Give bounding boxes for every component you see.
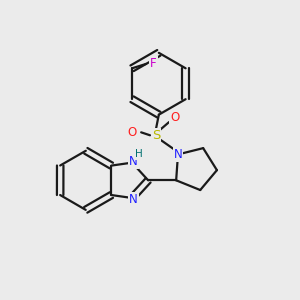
Text: H: H — [136, 149, 143, 159]
Text: N: N — [174, 148, 182, 161]
Text: S: S — [152, 129, 160, 142]
Text: F: F — [150, 57, 157, 70]
Text: O: O — [170, 111, 180, 124]
Text: N: N — [129, 193, 138, 206]
Text: N: N — [129, 155, 138, 168]
Text: O: O — [128, 126, 137, 139]
